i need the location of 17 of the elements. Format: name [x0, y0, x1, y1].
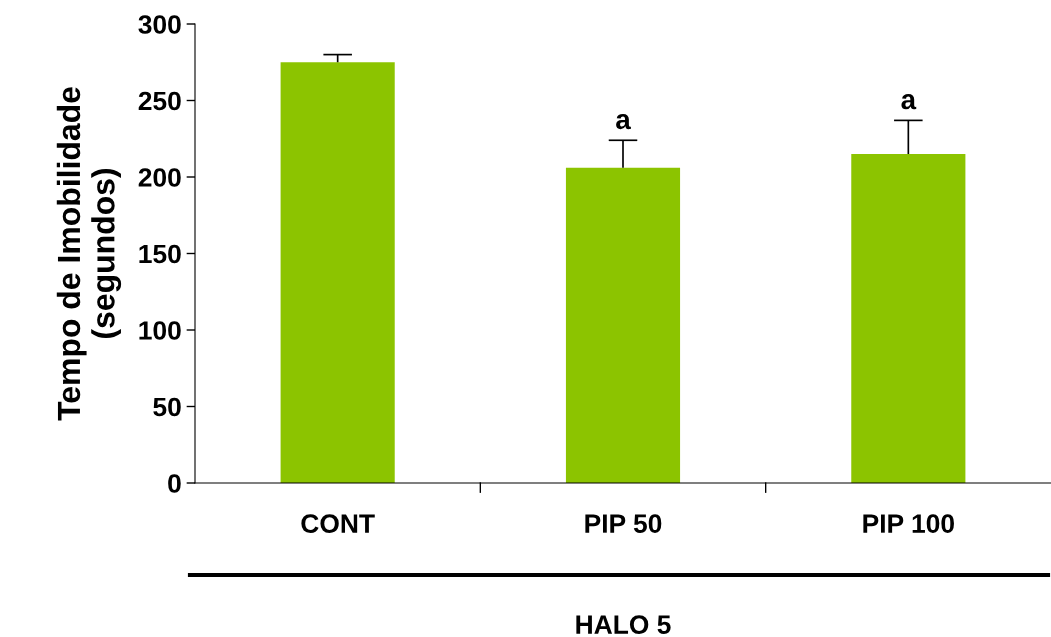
annotation: a: [616, 114, 631, 130]
bar: [851, 154, 966, 483]
bar: [280, 62, 395, 483]
y-tick-label: 300: [138, 15, 181, 34]
y-tick-label: 250: [138, 91, 181, 111]
x-tick-label: PIP 50: [585, 514, 662, 533]
x-tick-label: CONT: [301, 514, 375, 533]
y-axis-title: Tempo de Imobilidade (segundos): [56, 87, 122, 421]
y-tick-label: 200: [138, 168, 181, 187]
annotation: a: [901, 94, 917, 110]
y-tick-label: 50: [153, 397, 181, 417]
y-tick-label: 150: [139, 244, 181, 264]
x-tick-label: PIP 100: [863, 514, 954, 533]
y-tick-label: 100: [139, 321, 181, 340]
x-axis-title: HALO 5: [576, 615, 671, 634]
y-tick-label: 0: [168, 474, 181, 493]
bar: [565, 167, 681, 483]
